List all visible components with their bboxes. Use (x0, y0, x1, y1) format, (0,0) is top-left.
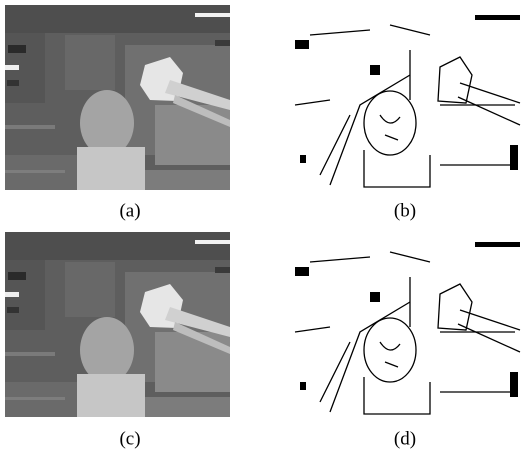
caption: (c) (119, 428, 140, 449)
caption: (d) (394, 428, 416, 449)
figure: (a) (b) (c) (d) (0, 0, 522, 454)
disparity-map (5, 5, 230, 190)
disparity-map (5, 232, 230, 417)
caption: (a) (119, 200, 140, 221)
caption: (b) (394, 200, 416, 221)
figure-canvas: (a) (b) (c) (d) (0, 0, 522, 454)
error-map (290, 5, 522, 190)
error-map (290, 232, 522, 417)
